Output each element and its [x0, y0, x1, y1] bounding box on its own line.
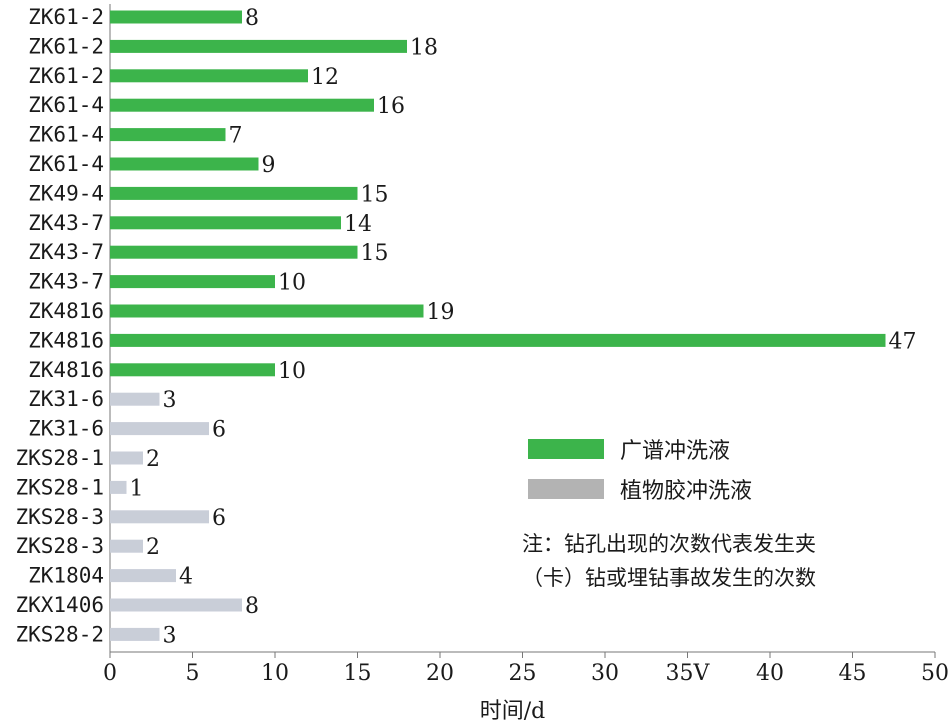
x-tick-label: 5 [186, 661, 200, 686]
bar [110, 392, 160, 406]
bar [110, 539, 143, 553]
data-label: 2 [146, 447, 160, 472]
category-label: ZK4816 [28, 299, 104, 323]
legend-label: 植物胶冲洗液 [620, 479, 753, 504]
bar [110, 333, 886, 347]
category-label: ZK61-2 [28, 5, 104, 29]
bar [110, 627, 160, 641]
data-label: 19 [427, 300, 455, 325]
note-line: （卡）钻或埋钻事故发生的次数 [522, 566, 816, 590]
category-label: ZK4816 [28, 328, 104, 352]
bar [110, 363, 275, 377]
category-label: ZKS28-3 [15, 534, 104, 558]
data-label: 10 [278, 359, 306, 384]
bar [110, 598, 242, 612]
legend-item-broad-spectrum: 广谱冲洗液 [528, 432, 948, 466]
bar [110, 186, 358, 200]
data-label: 3 [163, 388, 177, 413]
category-label: ZK61-4 [28, 152, 104, 176]
category-label: ZKS28-3 [15, 505, 104, 529]
category-label: ZK31-6 [28, 417, 104, 441]
data-label: 47 [889, 329, 917, 354]
category-label: ZK1804 [28, 564, 104, 588]
bar [110, 98, 374, 112]
category-label: ZK61-2 [28, 64, 104, 88]
bar [110, 216, 341, 230]
bar [110, 69, 308, 83]
chart-note: 注：钻孔出现的次数代表发生夹 （卡）钻或埋钻事故发生的次数 [522, 527, 948, 595]
bar [110, 245, 358, 259]
category-label: ZKX1406 [15, 593, 104, 617]
x-tick-label: 10 [261, 661, 289, 686]
data-label: 6 [212, 506, 226, 531]
category-label: ZK4816 [28, 358, 104, 382]
bar [110, 128, 226, 142]
data-label: 15 [361, 241, 389, 266]
data-label: 6 [212, 418, 226, 443]
category-label: ZK31-6 [28, 387, 104, 411]
bar [110, 422, 209, 436]
bar [110, 569, 176, 583]
legend-swatch-green [528, 439, 604, 459]
data-label: 10 [278, 271, 306, 296]
data-label: 8 [245, 594, 259, 619]
data-label: 2 [146, 535, 160, 560]
bar [110, 10, 242, 24]
data-label: 18 [410, 35, 438, 60]
data-label: 7 [229, 124, 243, 149]
x-tick-label: 0 [103, 661, 117, 686]
data-label: 16 [377, 94, 405, 119]
data-label: 15 [361, 182, 389, 207]
category-label: ZK43-7 [28, 270, 104, 294]
data-label: 1 [130, 476, 144, 501]
category-label: ZKS28-1 [15, 446, 104, 470]
x-tick-label: 45 [839, 661, 867, 686]
data-label: 3 [163, 623, 177, 648]
data-label: 14 [344, 212, 372, 237]
data-label: 12 [311, 65, 339, 90]
category-label: ZK61-2 [28, 34, 104, 58]
bar [110, 480, 127, 494]
legend-label: 广谱冲洗液 [620, 439, 731, 464]
category-label: ZK43-7 [28, 240, 104, 264]
x-tick-label: 20 [426, 661, 454, 686]
bar [110, 304, 424, 318]
category-label: ZK61-4 [28, 93, 104, 117]
category-label: ZKS28-1 [15, 475, 104, 499]
x-tick-label: 30 [591, 661, 619, 686]
x-tick-label: 15 [344, 661, 372, 686]
legend: 广谱冲洗液 植物胶冲洗液 [528, 432, 948, 512]
category-label: ZKS28-2 [15, 622, 104, 646]
category-label: ZK49-4 [28, 181, 104, 205]
bar [110, 157, 259, 171]
bar [110, 451, 143, 465]
note-line: 注：钻孔出现的次数代表发生夹 [522, 532, 816, 556]
legend-swatch-gray [528, 479, 604, 499]
x-axis-title: 时间/d [480, 699, 546, 724]
data-label: 9 [262, 153, 276, 178]
data-label: 4 [179, 565, 193, 590]
bar [110, 510, 209, 524]
x-tick-label: 40 [756, 661, 784, 686]
x-tick-label: 25 [509, 661, 537, 686]
category-label: ZK43-7 [28, 211, 104, 235]
x-tick-label: 50 [921, 661, 949, 686]
bar [110, 275, 275, 289]
data-label: 8 [245, 6, 259, 31]
legend-item-plant-gum: 植物胶冲洗液 [528, 472, 948, 506]
bar [110, 39, 407, 53]
category-label: ZK61-4 [28, 123, 104, 147]
x-tick-label: 35V [666, 661, 711, 686]
